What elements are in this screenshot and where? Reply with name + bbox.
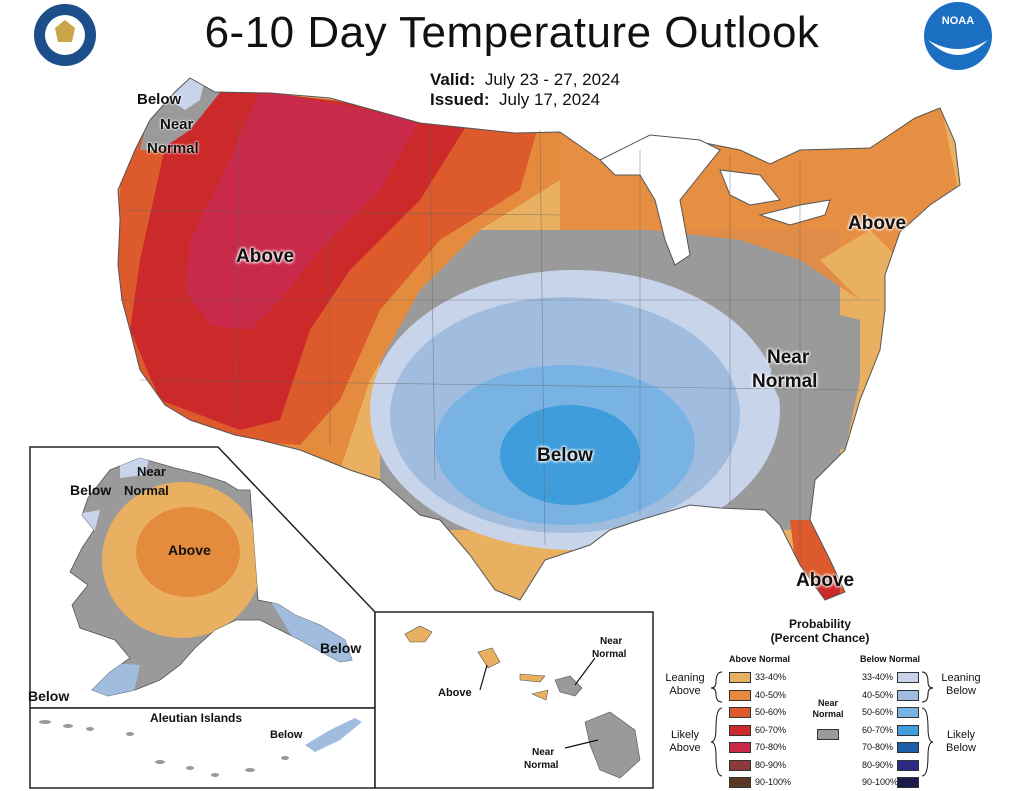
commerce-seal-logo: [32, 2, 98, 68]
nw-near-label: Near: [160, 116, 194, 133]
legend-range-above-3: 50-60%: [755, 707, 787, 717]
aleutian-title: Aleutian Islands: [150, 711, 243, 725]
issued-date: July 17, 2024: [498, 90, 601, 109]
legend-likely-below-line1: Likely: [946, 729, 976, 741]
legend-above-header: Above Normal: [729, 654, 791, 664]
legend-range-above-1: 33-40%: [755, 672, 787, 682]
ak-southeast-below-label: Below: [320, 640, 362, 656]
near-normal-mid-atl: [770, 300, 860, 450]
legend-swatch-above-3: [729, 707, 751, 718]
legend-swatch-below-6: [897, 760, 919, 771]
hi-above-label: Above: [438, 687, 472, 699]
legend-near-line2: Normal: [812, 709, 844, 719]
legend-swatch-above-6: [729, 760, 751, 771]
legend-range-above-7: 90-100%: [755, 777, 792, 787]
hi-normal-label-2: Normal: [524, 760, 559, 771]
noaa-logo-text: NOAA: [942, 15, 974, 27]
legend-leaning-above-line1: Leaning: [665, 672, 705, 684]
hawaii-inset: [374, 611, 654, 789]
above-70-west-region: [185, 90, 420, 330]
northeast-above-label: Above: [848, 213, 907, 234]
legend-likely-above-line1: Likely: [670, 729, 700, 741]
ak-normal-label: Normal: [124, 483, 169, 498]
legend-leaning-below-line1: Leaning: [941, 672, 981, 684]
legend-range-above-6: 80-90%: [755, 760, 787, 770]
ak-southwest-below-label: Below: [28, 688, 70, 704]
legend-likely-above: Likely Above: [660, 729, 710, 755]
legend-range-above-4: 60-70%: [755, 725, 787, 735]
south-below-label: Below: [537, 445, 593, 466]
legend-leaning-below-line2: Below: [946, 685, 976, 697]
legend-likely-below-line2: Below: [946, 742, 976, 754]
nw-normal-label: Normal: [147, 140, 199, 157]
above-33-ne-region: [820, 230, 900, 320]
legend-near-normal: Near Normal: [803, 698, 853, 720]
legend-swatch-below-1: [897, 672, 919, 683]
legend-swatch-below-7: [897, 777, 919, 788]
legend-range-below-5: 70-80%: [862, 742, 894, 752]
below-60-region: [500, 405, 640, 505]
issued-label: Issued:: [430, 90, 490, 109]
legend-range-below-7: 90-100%: [862, 777, 899, 787]
valid-label: Valid:: [430, 70, 476, 89]
hi-normal-label-1: Normal: [592, 649, 627, 660]
legend-swatch-above-1: [729, 672, 751, 683]
ak-below-label: Below: [70, 482, 112, 498]
legend-swatch-below-4: [897, 725, 919, 736]
legend-swatch-below-3: [897, 707, 919, 718]
alaska-inset: [29, 446, 376, 709]
hi-near-label-2: Near: [532, 747, 555, 758]
legend-range-above-2: 40-50%: [755, 690, 787, 700]
legend-leaning-below: Leaning Below: [936, 672, 986, 698]
legend-leaning-above: Leaning Above: [660, 672, 710, 698]
legend-swatch-above-5: [729, 742, 751, 753]
legend-swatch-above-7: [729, 777, 751, 788]
legend-swatch-below-2: [897, 690, 919, 701]
legend-swatch-above-4: [729, 725, 751, 736]
legend-title-line1: Probability: [788, 617, 851, 631]
hi-near-label-1: Near: [600, 636, 623, 647]
legend-range-below-4: 60-70%: [862, 725, 894, 735]
legend-range-below-1: 33-40%: [862, 672, 894, 682]
legend-range-above-5: 70-80%: [755, 742, 787, 752]
aleutian-inset: [29, 707, 376, 789]
east-near-label: Near: [767, 347, 810, 368]
legend-swatch-above-2: [729, 690, 751, 701]
legend-likely-below: Likely Below: [936, 729, 986, 755]
conus-map: [117, 77, 961, 601]
west-above-label: Above: [236, 246, 295, 267]
ak-near-label: Near: [137, 464, 166, 479]
legend-range-below-3: 50-60%: [862, 707, 894, 717]
aleutian-below-label: Below: [270, 729, 303, 741]
legend-swatch-below-5: [897, 742, 919, 753]
valid-dates: July 23 - 27, 2024: [484, 70, 620, 89]
legend-leaning-above-line2: Above: [669, 685, 701, 697]
legend-title: Probability (Percent Chance): [745, 617, 895, 645]
noaa-logo: NOAA: [924, 2, 992, 70]
legend-brackets: [710, 671, 934, 777]
legend-near-line1: Near: [817, 698, 838, 708]
ak-above-label: Above: [168, 542, 211, 558]
legend-likely-above-line2: Above: [669, 742, 701, 754]
above-60-fl-tip: [815, 575, 840, 600]
legend-range-below-2: 40-50%: [862, 690, 894, 700]
legend-swatch-near-normal: [817, 729, 839, 740]
east-normal-label: Normal: [752, 371, 818, 392]
florida-above-label: Above: [796, 570, 855, 591]
legend-title-line2: (Percent Chance): [770, 631, 870, 645]
legend-range-below-6: 80-90%: [862, 760, 894, 770]
legend-below-header: Below Normal: [860, 654, 921, 664]
valid-issued-block: Valid: July 23 - 27, 2024 Issued: July 1…: [430, 70, 620, 110]
page-title: 6-10 Day Temperature Outlook: [204, 8, 820, 57]
nw-below-label: Below: [137, 91, 182, 108]
